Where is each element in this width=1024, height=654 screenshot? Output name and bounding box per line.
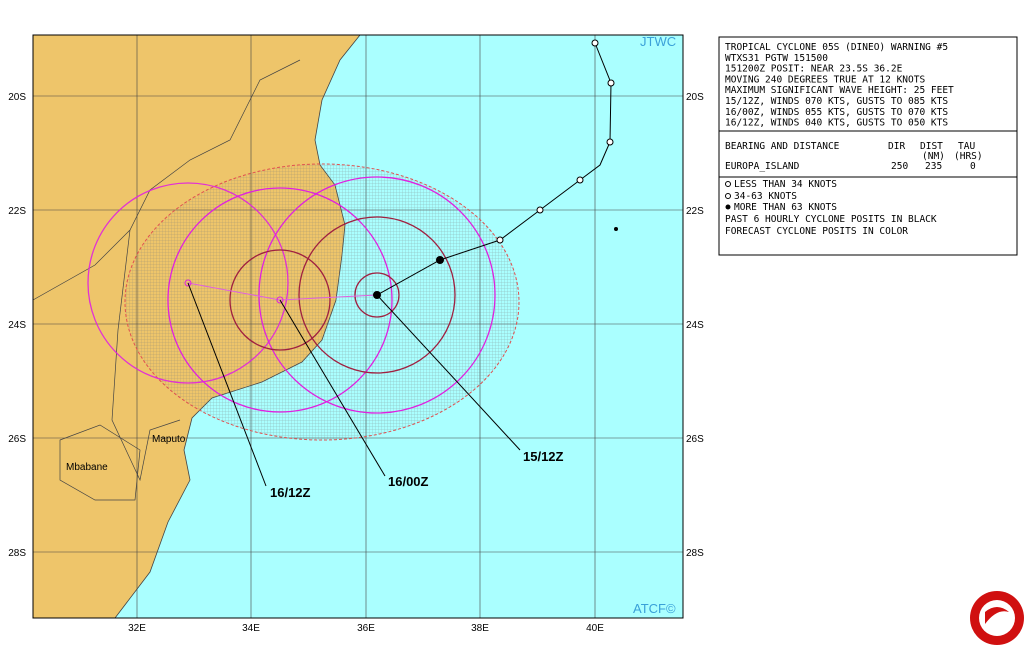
table-header: (HRS) xyxy=(954,151,983,162)
legend-text: PAST 6 HOURLY CYCLONE POSITS IN BLACK xyxy=(725,214,937,225)
warning-line: 151200Z POSIT: NEAR 23.5S 36.2E xyxy=(725,64,903,75)
wind-radii-34 xyxy=(87,176,496,414)
forecast-label: 15/12Z xyxy=(523,449,564,464)
legend-box xyxy=(718,176,1018,256)
past-track xyxy=(376,42,612,296)
warning-line: TROPICAL CYCLONE 05S (DINEO) WARNING #5 xyxy=(725,42,948,53)
wind-radii-50 xyxy=(229,216,456,374)
track-points xyxy=(496,39,615,244)
lon-label: 32E xyxy=(128,623,146,634)
place: Mbabane xyxy=(66,462,108,473)
warning-line: 15/12Z, WINDS 070 KTS, GUSTS TO 085 KTS xyxy=(725,96,948,107)
legend-icon xyxy=(725,204,731,210)
legend-icon xyxy=(725,181,731,187)
table-cell: EUROPA_ISLAND xyxy=(725,161,800,172)
graticule-labels: 20S 20S 22S 22S 24S 24S 26S 26S 28S 28S 32E 34E 36E 3… xyxy=(8,92,704,634)
table-cell: 250 xyxy=(891,161,908,172)
table-cell: 0 xyxy=(970,161,976,172)
legend-text: LESS THAN 34 KNOTS xyxy=(734,179,837,190)
lat-label: 28S xyxy=(686,548,704,559)
forecast-label: 16/12Z xyxy=(270,485,311,500)
europa-island xyxy=(614,227,618,231)
map: JTWC ATCF© Maputo Mbabane 15/12Z 16/00Z … xyxy=(33,34,683,618)
logo xyxy=(970,591,1024,645)
label-leaders xyxy=(187,282,521,487)
table-header: (NM) xyxy=(922,151,945,162)
lat-label: 22S xyxy=(686,206,704,217)
lon-label: 38E xyxy=(471,623,489,634)
lat-label: 20S xyxy=(686,92,704,103)
agency: ATCF© xyxy=(633,601,676,616)
lat-label: 20S xyxy=(8,92,26,103)
track-point xyxy=(436,256,444,264)
lon-label: 36E xyxy=(357,623,375,634)
warning-line: MOVING 240 DEGREES TRUE AT 12 KNOTS xyxy=(725,74,925,85)
lat-label: 24S xyxy=(8,320,26,331)
warning-text: TROPICAL CYCLONE 05S (DINEO) WARNING #5W… xyxy=(725,42,954,129)
warning-line: 16/12Z, WINDS 040 KTS, GUSTS TO 050 KTS xyxy=(725,118,948,129)
agency: JTWC xyxy=(640,34,676,49)
lat-label: 22S xyxy=(8,206,26,217)
legend-text: 34-63 KNOTS xyxy=(734,191,797,202)
table-header: BEARING AND DISTANCE xyxy=(725,141,840,152)
table-header: DIR xyxy=(888,141,905,152)
lat-label: 24S xyxy=(686,320,704,331)
forecast-label: 16/00Z xyxy=(388,474,429,489)
lat-label: 26S xyxy=(8,434,26,445)
place: Maputo xyxy=(152,434,186,445)
warning-line: 16/00Z, WINDS 055 KTS, GUSTS TO 070 KTS xyxy=(725,107,948,118)
table-header: DIST xyxy=(920,141,943,152)
lon-label: 40E xyxy=(586,623,604,634)
forecast-point xyxy=(184,279,192,287)
warning-line: MAXIMUM SIGNIFICANT WAVE HEIGHT: 25 FEET xyxy=(725,85,954,96)
borders xyxy=(33,59,301,501)
legend-text: FORECAST CYCLONE POSITS IN COLOR xyxy=(725,226,908,237)
warning-line: WTXS31 PGTW 151500 xyxy=(725,53,828,64)
map-frame xyxy=(32,34,684,619)
lat-label: 26S xyxy=(686,434,704,445)
lat-label: 28S xyxy=(8,548,26,559)
lon-label: 34E xyxy=(242,623,260,634)
wind-swath xyxy=(124,163,520,441)
legend-text: MORE THAN 63 KNOTS xyxy=(734,202,837,213)
warning-box xyxy=(718,36,1018,178)
forecast-point xyxy=(276,296,284,304)
table-header: TAU xyxy=(958,141,975,152)
table-cell: 235 xyxy=(925,161,942,172)
legend-icon xyxy=(725,193,731,199)
